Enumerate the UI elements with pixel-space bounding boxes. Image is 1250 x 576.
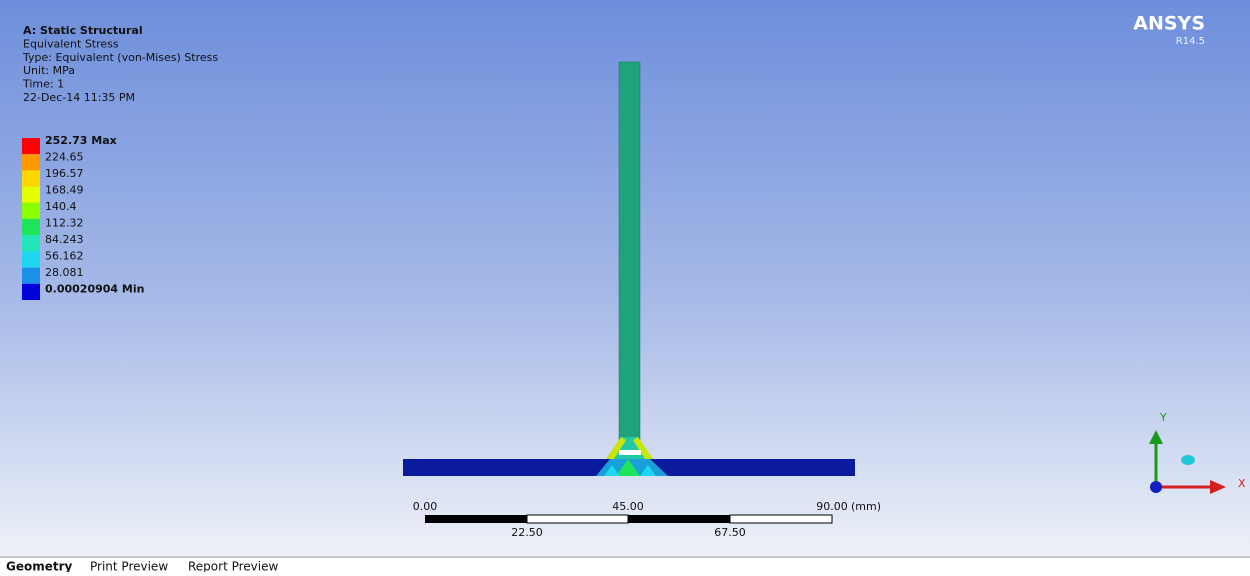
legend-label: 28.081 [45,266,84,279]
axis-y: Y [1159,411,1167,424]
legend-swatch [22,251,40,267]
legend-label: 196.57 [45,167,84,180]
legend-label: 140.4 [45,200,77,213]
scale-label: 0.00 [413,500,438,513]
legend-label: 56.162 [45,250,84,263]
tab[interactable]: Print Preview [90,560,168,573]
scale-label: 45.00 [612,500,644,513]
legend-swatch [22,219,40,235]
logo: ANSYS [1133,13,1205,35]
legend-swatch [22,154,40,170]
legend-swatch [22,235,40,251]
header-line: 22-Dec-14 11:35 PM [23,91,135,104]
scale-unit: (mm) [851,500,881,513]
header-line: Unit: MPa [23,64,75,77]
tab[interactable]: Report Preview [188,560,278,573]
axis-x: X [1238,477,1246,490]
scale-label: 22.50 [511,526,543,539]
scale-label: 90.00 [816,500,848,513]
legend-swatch [22,138,40,154]
legend-label: 252.73 Max [45,134,117,147]
legend-swatch [22,203,40,219]
legend-label: 84.243 [45,233,84,246]
legend-swatch [22,170,40,186]
scale-label: 67.50 [714,526,746,539]
header-line: Equivalent Stress [23,37,119,50]
legend-swatch [22,187,40,203]
scale-bar [425,515,832,523]
legend-swatch [22,284,40,300]
legend-label: 168.49 [45,184,84,197]
logo-version: R14.5 [1176,36,1205,47]
header-line: Time: 1 [22,78,64,91]
viewport: ANSYS R14.5 A: Static StructuralEquivale… [0,0,1250,572]
legend-label: 224.65 [45,151,84,164]
legend-label: 0.00020904 Min [45,283,144,296]
header-line: A: Static Structural [23,24,143,37]
tab[interactable]: Geometry [6,560,73,573]
header-line: Type: Equivalent (von-Mises) Stress [22,51,218,64]
legend-label: 112.32 [45,217,84,230]
legend-swatch [22,268,40,284]
